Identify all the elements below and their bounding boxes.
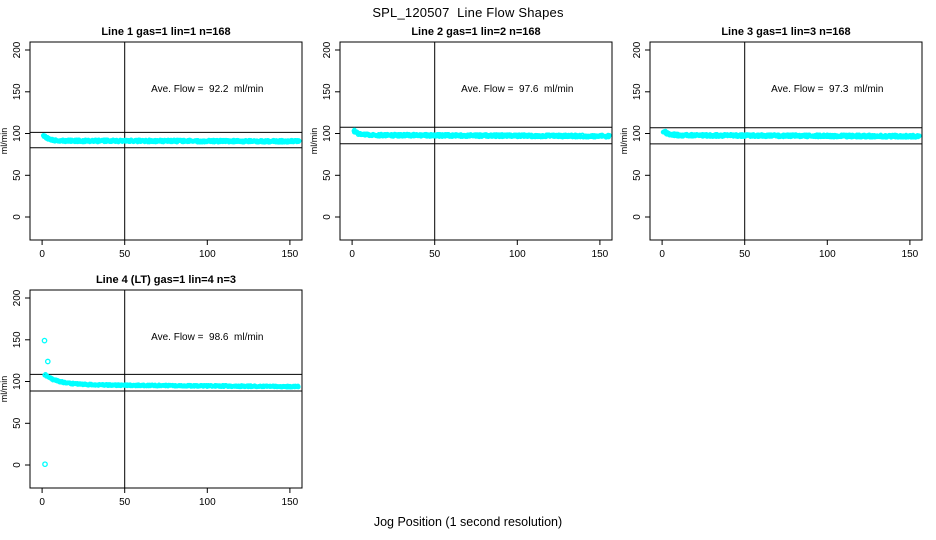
plot-box [339, 41, 613, 241]
y-axis-label: ml/min [0, 376, 9, 403]
y-tick-label: 200 [322, 41, 333, 58]
y-tick-label: 150 [632, 83, 643, 100]
x-tick-label: 0 [39, 249, 45, 260]
y-tick-label: 150 [322, 83, 333, 100]
plot-box [29, 41, 303, 241]
figure-title: SPL_120507 Line Flow Shapes [372, 5, 564, 20]
data-points [351, 127, 612, 140]
panel-line-4: 0 50 100 150 0 50 100 150 200 ml/min Line 4 (LT) g… [0, 274, 303, 508]
x-tick-label: 100 [509, 249, 526, 260]
x-tick-label: 100 [199, 249, 216, 260]
x-tick-label: 0 [349, 249, 355, 260]
panel-title: Line 1 gas=1 lin=1 n=168 [101, 26, 230, 38]
y-axis-label: ml/min [619, 128, 629, 155]
ave-flow-annotation: Ave. Flow = 97.6 ml/min [461, 84, 573, 95]
x-tick-label: 100 [199, 497, 216, 508]
data-points [660, 128, 922, 140]
x-axis-label: Jog Position (1 second resolution) [373, 515, 563, 529]
panel-title: Line 2 gas=1 lin=2 n=168 [411, 26, 540, 38]
ave-flow-annotation: Ave. Flow = 97.3 ml/min [771, 84, 883, 95]
y-tick-label: 100 [12, 125, 23, 142]
y-tick-label: 50 [12, 169, 23, 181]
y-tick-label: 100 [632, 125, 643, 142]
plot-box [649, 41, 923, 241]
x-tick-label: 100 [819, 249, 836, 260]
y-tick-label: 50 [632, 169, 643, 181]
y-tick-label: 50 [322, 169, 333, 181]
y-tick-label: 0 [322, 214, 333, 220]
data-points [41, 337, 301, 468]
y-axis-label: ml/min [309, 128, 319, 155]
x-tick-label: 150 [902, 249, 919, 260]
data-points [40, 133, 302, 145]
panel-line-3: 0 50 100 150 0 50 100 150 200 ml/min Line 3 gas=1 … [619, 26, 923, 260]
y-tick-label: 50 [12, 417, 23, 429]
y-tick-label: 0 [12, 462, 23, 468]
plot-box [29, 289, 303, 489]
x-tick-label: 50 [429, 249, 441, 260]
y-axis-label: ml/min [0, 128, 9, 155]
panel-line-2: 0 50 100 150 0 50 100 150 200 ml/min Line 2 gas=1 … [309, 26, 613, 260]
panel-title: Line 3 gas=1 lin=3 n=168 [721, 26, 850, 38]
y-tick-label: 200 [12, 41, 23, 58]
y-tick-label: 150 [12, 331, 23, 348]
x-tick-label: 50 [119, 497, 131, 508]
y-tick-label: 0 [12, 214, 23, 220]
x-tick-label: 50 [739, 249, 751, 260]
x-tick-label: 150 [592, 249, 609, 260]
ave-flow-annotation: Ave. Flow = 98.6 ml/min [151, 332, 263, 343]
ave-flow-annotation: Ave. Flow = 92.2 ml/min [151, 84, 263, 95]
x-tick-label: 150 [282, 249, 299, 260]
y-tick-label: 100 [12, 373, 23, 390]
y-tick-label: 150 [12, 83, 23, 100]
x-tick-label: 0 [659, 249, 665, 260]
x-tick-label: 150 [282, 497, 299, 508]
x-tick-label: 0 [39, 497, 45, 508]
y-tick-label: 0 [632, 214, 643, 220]
x-tick-label: 50 [119, 249, 131, 260]
panel-line-1: 0 50 100 150 0 50 100 150 200 ml/min Line 1 gas=1 … [0, 26, 303, 260]
panel-title: Line 4 (LT) gas=1 lin=4 n=3 [96, 274, 236, 286]
y-tick-label: 200 [12, 289, 23, 306]
y-tick-label: 200 [632, 41, 643, 58]
y-tick-label: 100 [322, 125, 333, 142]
